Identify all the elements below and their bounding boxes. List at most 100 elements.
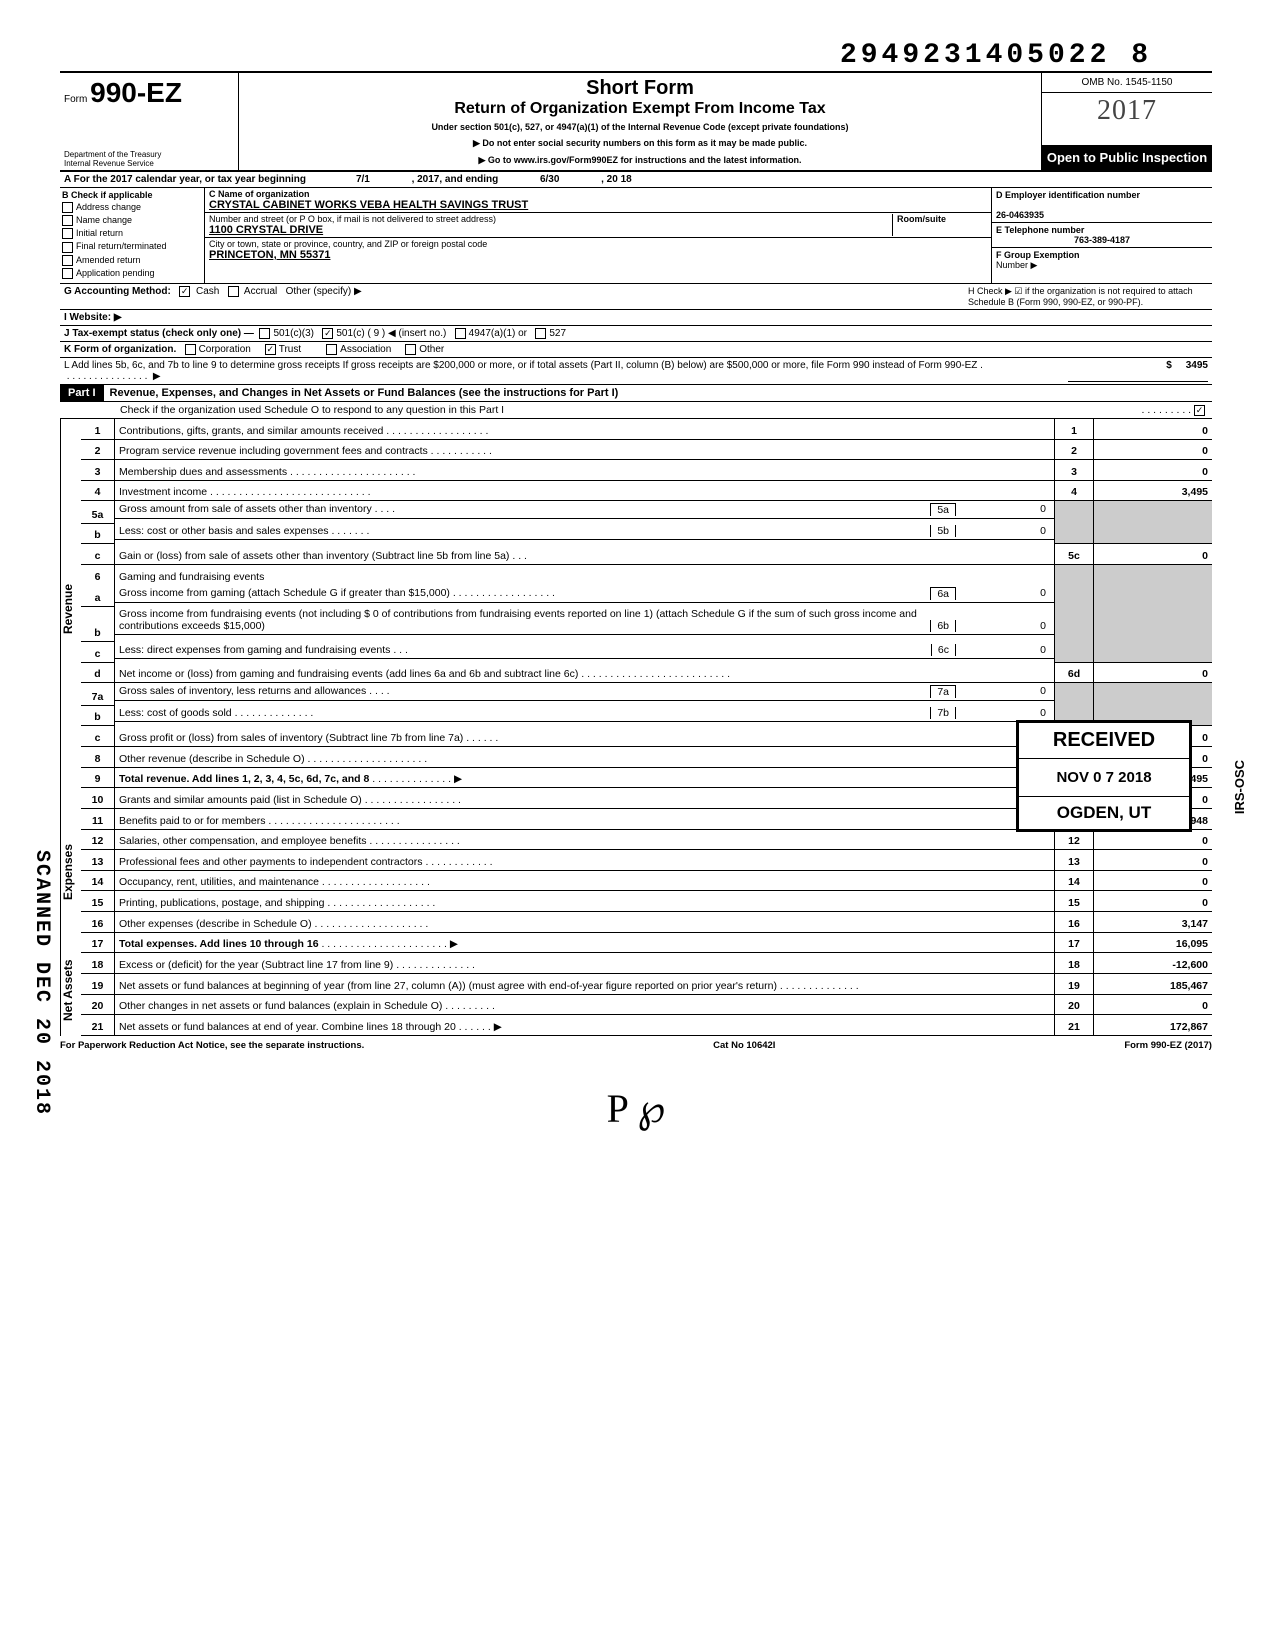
room-suite-label: Room/suite [897, 214, 946, 224]
row-2-desc: Program service revenue including govern… [119, 445, 428, 457]
row-1-desc: Contributions, gifts, grants, and simila… [119, 425, 383, 437]
row-4-amt: 3,495 [1094, 480, 1213, 501]
row-16-num: 16 [81, 912, 115, 933]
scanned-stamp: SCANNED DEC 20 2018 [30, 850, 53, 1116]
row-6b-num: b [81, 606, 115, 641]
lbl-527: 527 [549, 328, 566, 339]
ssn-warning: ▶ Do not enter social security numbers o… [247, 138, 1033, 149]
row-14-desc: Occupancy, rent, utilities, and maintena… [119, 876, 319, 888]
row-16-amt: 3,147 [1094, 912, 1213, 933]
chk-initial-return[interactable] [62, 228, 73, 239]
irs-osc-label: IRS-OSC [1232, 760, 1247, 814]
goto-url: ▶ Go to www.irs.gov/Form990EZ for instru… [247, 155, 1033, 166]
row-4-num: 4 [81, 480, 115, 501]
row-21-num: 21 [81, 1015, 115, 1036]
row-1-box: 1 [1055, 419, 1094, 439]
document-id-number: 2949231405022 8 [60, 40, 1212, 71]
lbl-address-change: Address change [76, 202, 141, 212]
line-l-text: L Add lines 5b, 6c, and 7b to line 9 to … [64, 360, 983, 371]
open-to-public-badge: Open to Public Inspection [1042, 146, 1212, 170]
row-17-amt: 16,095 [1094, 932, 1213, 953]
lbl-cash: Cash [196, 286, 219, 297]
chk-cash[interactable]: ✓ [179, 286, 190, 297]
row-10-desc: Grants and similar amounts paid (list in… [119, 794, 362, 806]
row-4-box: 4 [1055, 480, 1094, 501]
revenue-side-label: Revenue [60, 419, 81, 799]
chk-4947[interactable] [455, 328, 466, 339]
chk-address-change[interactable] [62, 202, 73, 213]
row-18-box: 18 [1055, 953, 1094, 974]
row-5c-amt: 0 [1094, 544, 1213, 565]
row-14-num: 14 [81, 870, 115, 891]
row-5b-num: b [81, 523, 115, 544]
row-5a-desc: Gross amount from sale of assets other t… [119, 503, 372, 515]
lbl-other-org: Other [419, 344, 444, 355]
chk-accrual[interactable] [228, 286, 239, 297]
row-6d-desc: Net income or (loss) from gaming and fun… [119, 668, 578, 680]
street-value: 1100 CRYSTAL DRIVE [209, 224, 323, 236]
row-2-amt: 0 [1094, 439, 1213, 460]
chk-corporation[interactable] [185, 344, 196, 355]
row-6d-amt: 0 [1094, 662, 1213, 683]
row-20-box: 20 [1055, 994, 1094, 1015]
row-1-num: 1 [81, 419, 115, 439]
chk-name-change[interactable] [62, 215, 73, 226]
row-12-desc: Salaries, other compensation, and employ… [119, 835, 366, 847]
row-6-num: 6 [81, 565, 115, 585]
row-9-desc: Total revenue. Add lines 1, 2, 3, 4, 5c,… [119, 773, 369, 785]
row-6a-samt: 0 [956, 587, 1050, 600]
chk-501c[interactable]: ✓ [322, 328, 333, 339]
org-name-value: CRYSTAL CABINET WORKS VEBA HEALTH SAVING… [209, 199, 528, 211]
lbl-accrual: Accrual [244, 286, 277, 297]
row-14-box: 14 [1055, 870, 1094, 891]
chk-amended-return[interactable] [62, 255, 73, 266]
row-6a-num: a [81, 585, 115, 607]
row-6b-desc: Gross income from fundraising events (no… [119, 608, 930, 632]
row-18-amt: -12,600 [1094, 953, 1213, 974]
chk-501c3[interactable] [259, 328, 270, 339]
row-11-desc: Benefits paid to or for members [119, 815, 265, 827]
lbl-association: Association [340, 344, 391, 355]
row-15-num: 15 [81, 891, 115, 912]
row-2-box: 2 [1055, 439, 1094, 460]
row-6b-sub: 6b [930, 620, 956, 632]
row-8-desc: Other revenue (describe in Schedule O) [119, 753, 305, 765]
row-20-amt: 0 [1094, 994, 1213, 1015]
chk-527[interactable] [535, 328, 546, 339]
chk-association[interactable] [326, 344, 337, 355]
row-6d-box: 6d [1055, 662, 1094, 683]
line-a-tail: , 20 18 [601, 174, 632, 185]
row-18-num: 18 [81, 953, 115, 974]
lbl-4947: 4947(a)(1) or [469, 328, 527, 339]
part-i-title: Revenue, Expenses, and Changes in Net As… [110, 387, 619, 399]
row-12-amt: 0 [1094, 829, 1213, 850]
gross-receipts-amount: 3495 [1186, 360, 1208, 371]
ein-label: D Employer identification number [996, 190, 1140, 200]
received-stamp: RECEIVED NOV 0 7 2018 OGDEN, UT [1016, 720, 1192, 832]
row-7a-desc: Gross sales of inventory, less returns a… [119, 685, 366, 697]
lbl-initial-return: Initial return [76, 228, 123, 238]
chk-final-return[interactable] [62, 242, 73, 253]
chk-application-pending[interactable] [62, 268, 73, 279]
row-3-desc: Membership dues and assessments [119, 466, 287, 478]
lbl-final-return: Final return/terminated [76, 241, 167, 251]
lbl-trust: Trust [279, 344, 301, 355]
form-title-short: Short Form [247, 77, 1033, 100]
chk-other-org[interactable] [405, 344, 416, 355]
tax-year-begin: 7/1 [356, 174, 370, 185]
signature-scribble: P ℘ [60, 1085, 1212, 1132]
chk-trust[interactable]: ✓ [265, 344, 276, 355]
row-3-box: 3 [1055, 460, 1094, 481]
paperwork-notice: For Paperwork Reduction Act Notice, see … [60, 1040, 364, 1051]
city-label: City or town, state or province, country… [209, 239, 487, 249]
row-17-num: 17 [81, 932, 115, 953]
row-6d-num: d [81, 662, 115, 683]
row-12-box: 12 [1055, 829, 1094, 850]
row-21-box: 21 [1055, 1015, 1094, 1036]
lbl-corporation: Corporation [199, 344, 251, 355]
chk-schedule-o[interactable]: ✓ [1194, 405, 1205, 416]
row-19-desc: Net assets or fund balances at beginning… [119, 980, 777, 992]
row-15-box: 15 [1055, 891, 1094, 912]
column-b-checkboxes: B Check if applicable Address change Nam… [60, 188, 205, 283]
netassets-side-label: Net Assets [60, 944, 81, 1036]
